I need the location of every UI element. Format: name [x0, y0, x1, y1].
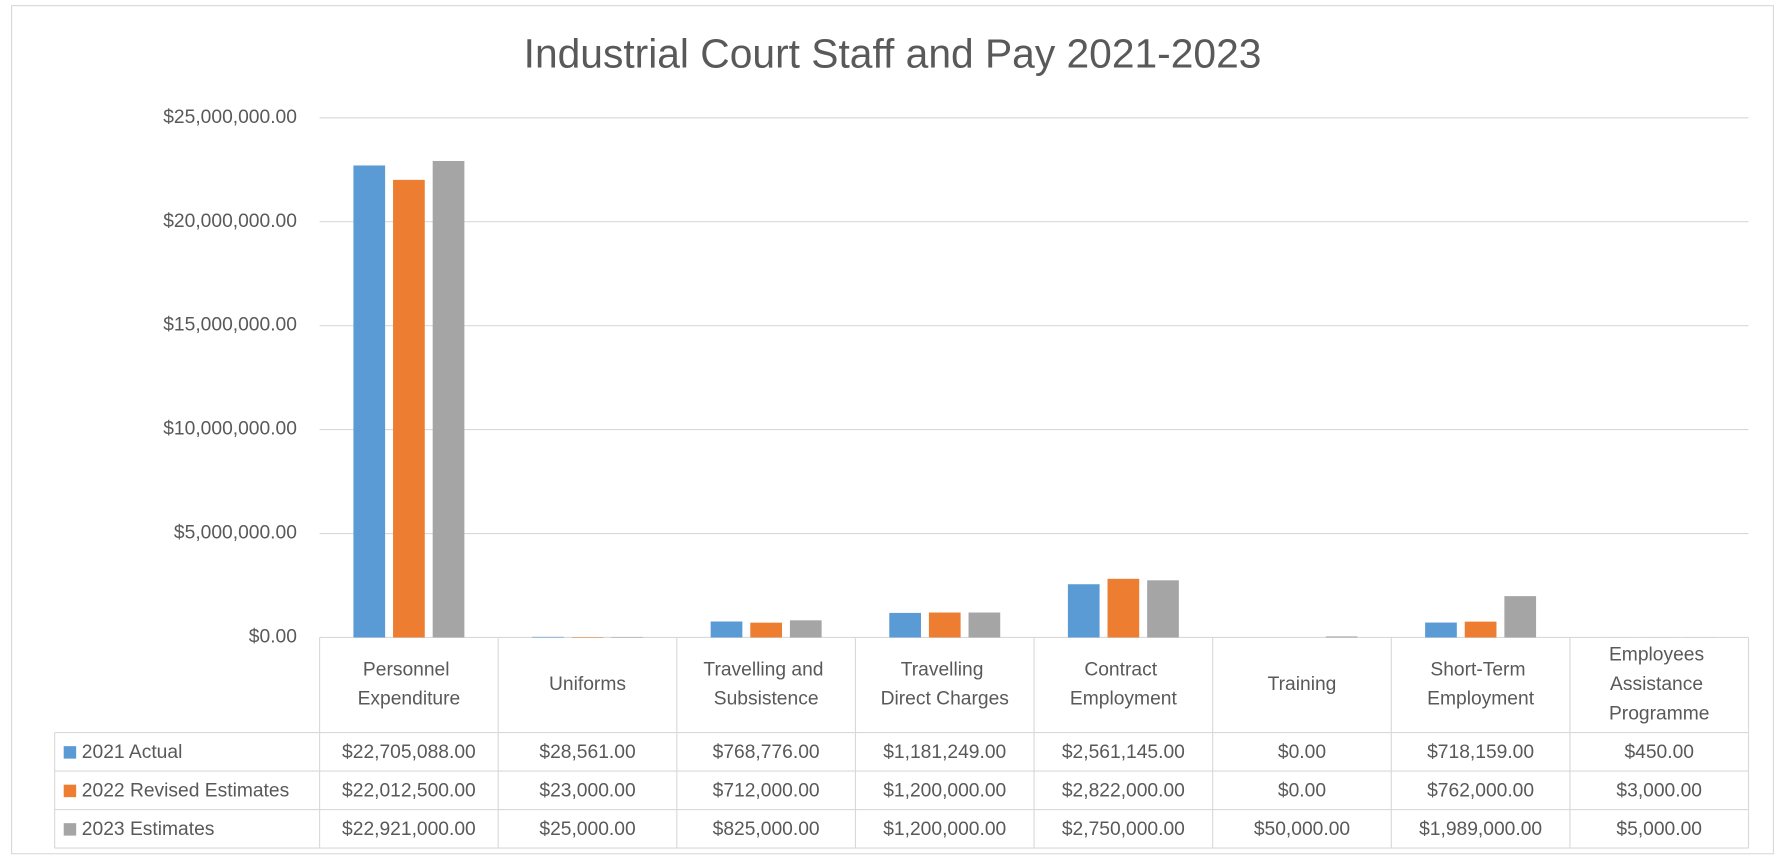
table-value: $28,561.00: [539, 742, 635, 763]
bar: [790, 620, 822, 637]
y-tick-label: $15,000,000.00: [163, 315, 297, 336]
table-value: $1,989,000.00: [1419, 819, 1542, 840]
bar: [1068, 584, 1100, 637]
chart-title: Industrial Court Staff and Pay 2021-2023: [524, 30, 1262, 76]
table-value: $1,181,249.00: [883, 742, 1006, 763]
bar: [393, 180, 425, 638]
x-tick-label: Uniforms: [549, 674, 626, 695]
bar: [1326, 636, 1358, 637]
bar: [1108, 579, 1140, 638]
bar: [1465, 622, 1497, 638]
table-value: $22,012,500.00: [342, 781, 476, 802]
bar: [1425, 623, 1457, 638]
table-value: $2,561,145.00: [1062, 742, 1185, 763]
legend-label: 2022 Revised Estimates: [82, 781, 289, 802]
y-tick-label: $5,000,000.00: [174, 523, 297, 544]
table-value: $5,000.00: [1616, 819, 1702, 840]
bar: [929, 613, 961, 638]
table-value: $0.00: [1278, 781, 1326, 802]
bar: [433, 161, 465, 637]
table-value: $2,750,000.00: [1062, 819, 1185, 840]
y-tick-label: $20,000,000.00: [163, 211, 297, 232]
y-tick-label: $25,000,000.00: [163, 107, 297, 128]
bar: [532, 637, 564, 638]
table-value: $712,000.00: [713, 781, 820, 802]
x-tick-label: Employees Assistance Programme: [1609, 645, 1710, 725]
table-value: $1,200,000.00: [883, 781, 1006, 802]
legend-label: 2023 Estimates: [82, 819, 215, 840]
table-value: $3,000.00: [1616, 781, 1702, 802]
bar: [1504, 596, 1536, 637]
table-value: $50,000.00: [1254, 819, 1350, 840]
x-tick-label: Training: [1268, 674, 1337, 695]
bar: [1147, 580, 1179, 637]
table-value: $762,000.00: [1427, 781, 1534, 802]
table-value: $25,000.00: [539, 819, 635, 840]
table-value: $718,159.00: [1427, 742, 1534, 763]
y-tick-label: $10,000,000.00: [163, 419, 297, 440]
table-value: $2,822,000.00: [1062, 781, 1185, 802]
bar: [611, 637, 643, 638]
table-value: $825,000.00: [713, 819, 820, 840]
bar: [889, 613, 921, 638]
bar: [353, 165, 385, 637]
table-value: $768,776.00: [713, 742, 820, 763]
y-tick-label: $0.00: [249, 627, 297, 648]
table-value: $1,200,000.00: [883, 819, 1006, 840]
table-value: $0.00: [1278, 742, 1326, 763]
table-value: $22,921,000.00: [342, 819, 476, 840]
legend-key: [64, 785, 76, 797]
legend-label: 2021 Actual: [82, 742, 183, 763]
legend-key: [64, 823, 76, 835]
bar: [750, 623, 782, 638]
bar: [969, 613, 1001, 638]
table-value: $22,705,088.00: [342, 742, 476, 763]
table-value: $450.00: [1624, 742, 1694, 763]
bar: [711, 621, 743, 637]
legend-key: [64, 746, 76, 758]
table-value: $23,000.00: [539, 781, 635, 802]
